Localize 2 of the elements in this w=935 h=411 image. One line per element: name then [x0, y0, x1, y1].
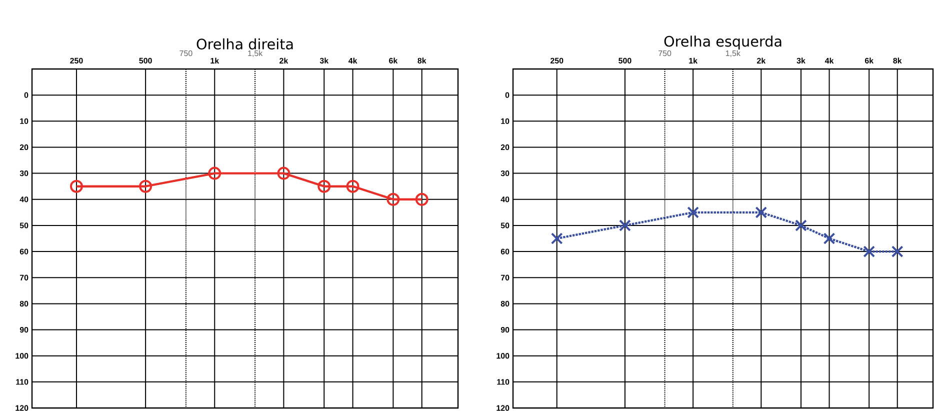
chart-title: Orelha direita: [196, 38, 293, 50]
chart-title: Orelha esquerda: [664, 36, 782, 50]
